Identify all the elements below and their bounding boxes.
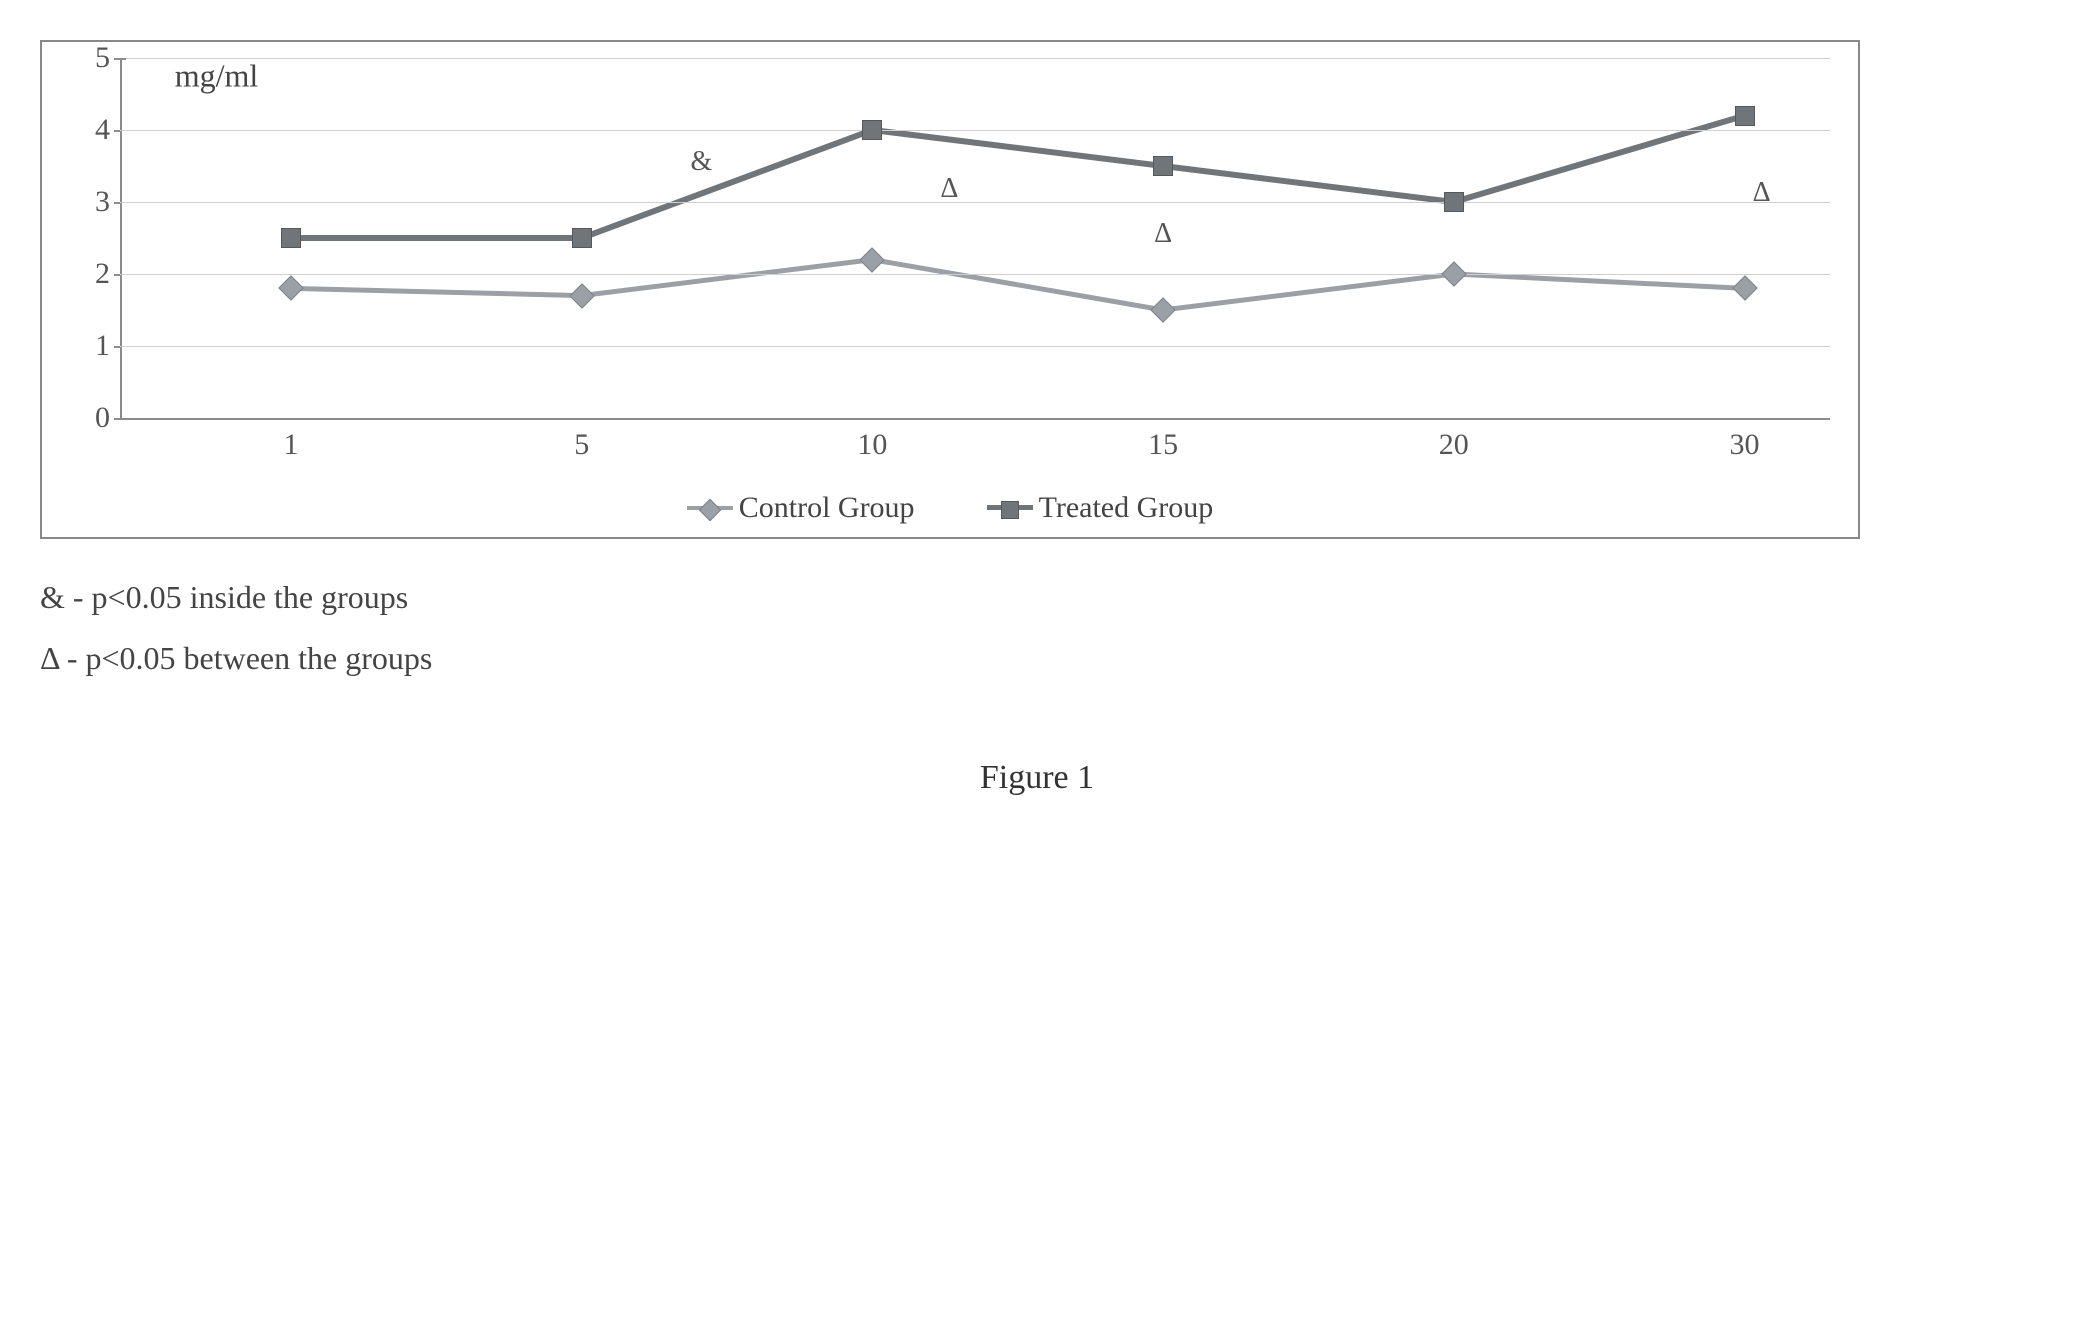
gridline [120, 274, 1830, 275]
legend-label: Treated Group [1039, 491, 1214, 525]
xtick-label: 10 [857, 418, 887, 462]
ytick-label: 0 [95, 401, 120, 435]
chart-area: mg/ml 0123451510152030&ΔΔΔ [120, 58, 1830, 478]
xtick-label: 5 [574, 418, 589, 462]
xtick-label: 15 [1148, 418, 1178, 462]
footnotes: & - p<0.05 inside the groupsΔ - p<0.05 b… [40, 567, 2034, 689]
legend-item: Treated Group [987, 491, 1214, 525]
ytick-label: 1 [95, 329, 120, 363]
legend-label: Control Group [739, 491, 915, 525]
footnote-line: Δ - p<0.05 between the groups [40, 628, 2034, 689]
gridline [120, 202, 1830, 203]
figure-caption: Figure 1 [40, 759, 2034, 797]
ytick-label: 4 [95, 113, 120, 147]
annotation-symbol: & [691, 146, 713, 178]
gridline [120, 58, 1830, 59]
footnote-line: & - p<0.05 inside the groups [40, 567, 2034, 628]
gridline [120, 130, 1830, 131]
xtick-label: 1 [284, 418, 299, 462]
chart-panel: mg/ml 0123451510152030&ΔΔΔ Control Group… [40, 40, 1860, 539]
annotation-symbol: Δ [940, 173, 958, 205]
series-svg [120, 58, 1830, 418]
legend: Control Group Treated Group [60, 484, 1840, 525]
annotation-symbol: Δ [1154, 218, 1172, 250]
series-line-control [291, 260, 1745, 310]
ytick-label: 3 [95, 185, 120, 219]
legend-item: Control Group [687, 491, 915, 525]
series-line-treated [291, 116, 1745, 238]
annotation-symbol: Δ [1753, 177, 1771, 209]
plot-region: mg/ml 0123451510152030&ΔΔΔ [120, 58, 1830, 418]
xtick-label: 30 [1730, 418, 1760, 462]
ytick-label: 2 [95, 257, 120, 291]
y-axis-cap [115, 58, 126, 60]
y-unit-label: mg/ml [175, 58, 259, 95]
x-axis [120, 418, 1830, 420]
gridline [120, 346, 1830, 347]
xtick-label: 20 [1439, 418, 1469, 462]
